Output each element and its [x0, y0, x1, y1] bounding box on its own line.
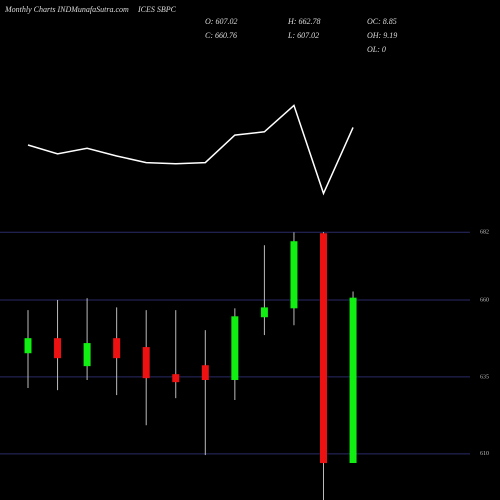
- y-tick-label: 635: [480, 374, 489, 380]
- candle-body: [231, 316, 239, 380]
- stat: C: 660.76: [205, 31, 237, 40]
- y-tick-label: 610: [480, 451, 489, 457]
- candle-body: [349, 297, 357, 464]
- candle-body: [290, 241, 298, 309]
- stat: H: 662.78: [287, 17, 320, 26]
- candle-body: [24, 338, 32, 354]
- candle-body: [260, 307, 268, 318]
- stat: OC: 8.85: [367, 17, 397, 26]
- candle-body: [113, 338, 121, 359]
- y-tick-label: 660: [480, 297, 489, 303]
- candle-body: [83, 343, 91, 367]
- candle-body: [54, 338, 62, 359]
- symbol: ICES SBPC: [137, 5, 177, 14]
- candle-body: [172, 374, 180, 383]
- stat: OH: 9.19: [367, 31, 397, 40]
- y-tick-label: 682: [480, 230, 489, 236]
- candle-body: [320, 233, 327, 464]
- stat: OL: 0: [367, 45, 386, 54]
- indicator-line: [27, 104, 354, 196]
- candle-body: [201, 365, 209, 380]
- stat: O: 607.02: [205, 17, 237, 26]
- stat: L: 607.02: [287, 31, 319, 40]
- site-title: Monthly Charts INDMunafaSutra.com: [4, 5, 129, 14]
- candle-body: [142, 347, 150, 379]
